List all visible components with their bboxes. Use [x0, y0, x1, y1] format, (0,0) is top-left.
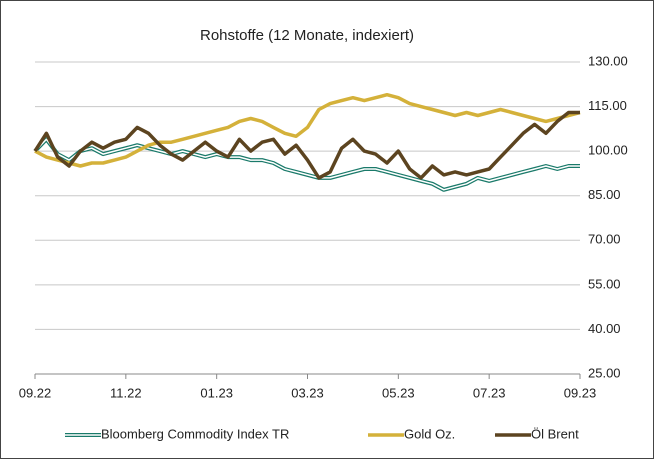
x-tick-label: 11.22 [110, 385, 142, 400]
chart-title: Rohstoffe (12 Monate, indexiert) [200, 27, 414, 44]
x-tick-label: 03.23 [291, 385, 324, 400]
legend-label: Bloomberg Commodity Index TR [101, 426, 289, 441]
y-tick-label: 70.00 [588, 232, 621, 247]
x-tick-label: 09.22 [19, 385, 52, 400]
x-tick-label: 07.23 [473, 385, 506, 400]
y-tick-label: 85.00 [588, 187, 621, 202]
x-tick-label: 09.23 [564, 385, 597, 400]
y-tick-label: 130.00 [588, 53, 628, 68]
y-tick-label: 25.00 [588, 365, 621, 380]
legend-label: Gold Oz. [404, 426, 455, 441]
y-tick-label: 115.00 [588, 98, 627, 113]
series-line-inner [34, 138, 580, 191]
series-line [34, 92, 581, 168]
legend-label: Öl Brent [531, 426, 579, 441]
y-tick-label: 55.00 [588, 276, 621, 291]
x-tick-label: 01.23 [200, 385, 233, 400]
y-tick-label: 40.00 [588, 321, 621, 336]
y-tick-label: 100.00 [588, 143, 628, 158]
series-line [33, 110, 580, 180]
x-tick-label: 05.23 [382, 385, 415, 400]
